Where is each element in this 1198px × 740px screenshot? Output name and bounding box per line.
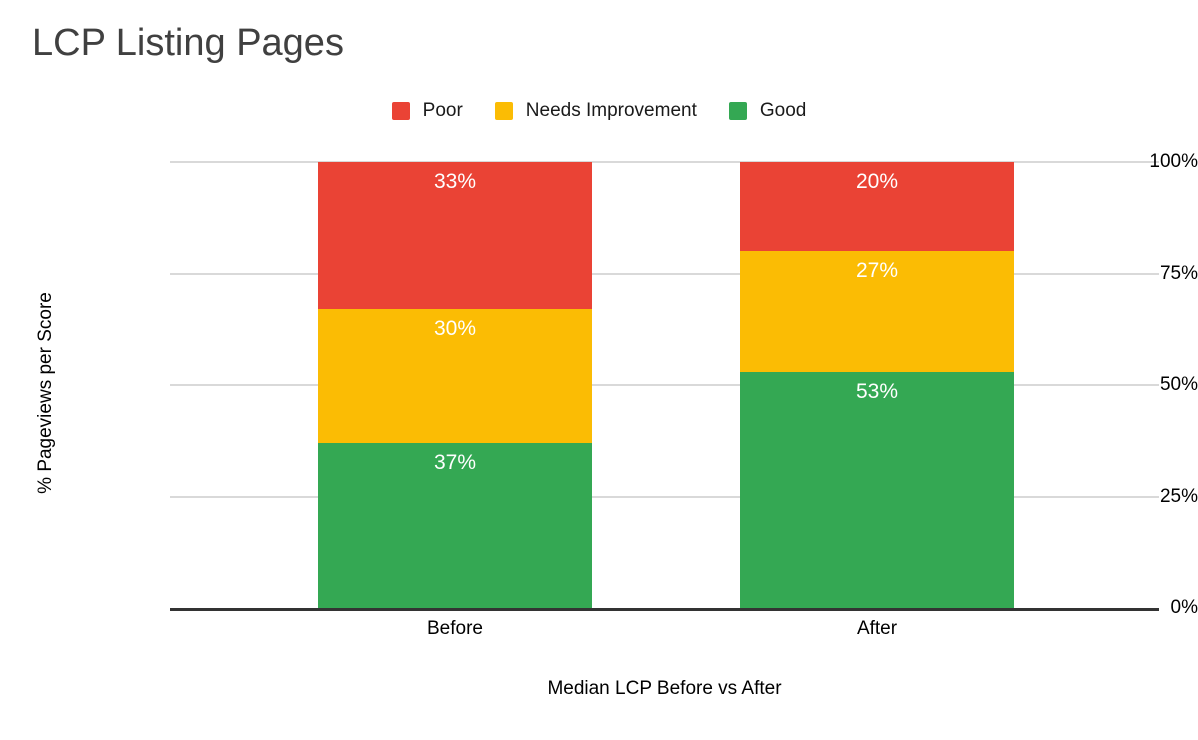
bar-segment-poor-before: 33% (318, 162, 592, 310)
gridline (170, 272, 1159, 275)
x-axis-line (170, 608, 1159, 611)
bar-value-label: 37% (433, 450, 477, 474)
y-tick-label: 25% (1159, 485, 1198, 507)
plot-area: 37% 30% 33% 53% 27% 20% (170, 161, 1159, 611)
legend-item-poor: Poor (391, 100, 463, 122)
gridline (170, 161, 1159, 163)
bar-value-label: 30% (433, 317, 477, 341)
legend-label: Needs Improvement (525, 100, 697, 121)
bar-segment-poor-after: 20% (740, 162, 1014, 252)
x-category-label-after: After (856, 618, 898, 639)
legend-swatch-icon (494, 102, 513, 120)
legend-label: Poor (422, 100, 463, 121)
bar-value-label: 27% (855, 259, 899, 283)
y-tick-label: 75% (1159, 262, 1198, 284)
legend-swatch-icon (391, 102, 410, 120)
legend: Poor Needs Improvement Good (0, 100, 1198, 122)
y-tick-label: 0% (1170, 597, 1198, 618)
bar-value-label: 53% (855, 379, 899, 403)
chart-title: LCP Listing Pages (32, 22, 344, 64)
legend-item-good: Good (728, 100, 807, 122)
bar-segment-good-before: 37% (318, 442, 592, 608)
bar-value-label: 20% (855, 170, 899, 193)
legend-label: Good (759, 100, 807, 121)
gridline (170, 384, 1159, 386)
y-tick-label: 100% (1149, 151, 1198, 172)
bar-segment-needs-improvement-after: 27% (740, 251, 1014, 372)
bar-value-label: 33% (433, 170, 477, 193)
gridline (170, 495, 1159, 498)
bar-segment-needs-improvement-before: 30% (318, 309, 592, 443)
bar-segment-good-after: 53% (740, 371, 1014, 608)
y-tick-label: 50% (1159, 374, 1198, 395)
x-category-label-before: Before (427, 618, 483, 639)
legend-item-needs-improvement: Needs Improvement (494, 100, 697, 122)
x-axis-title: Median LCP Before vs After (547, 678, 782, 699)
legend-swatch-icon (728, 102, 747, 120)
y-axis-title: % Pageviews per Score (35, 292, 56, 494)
